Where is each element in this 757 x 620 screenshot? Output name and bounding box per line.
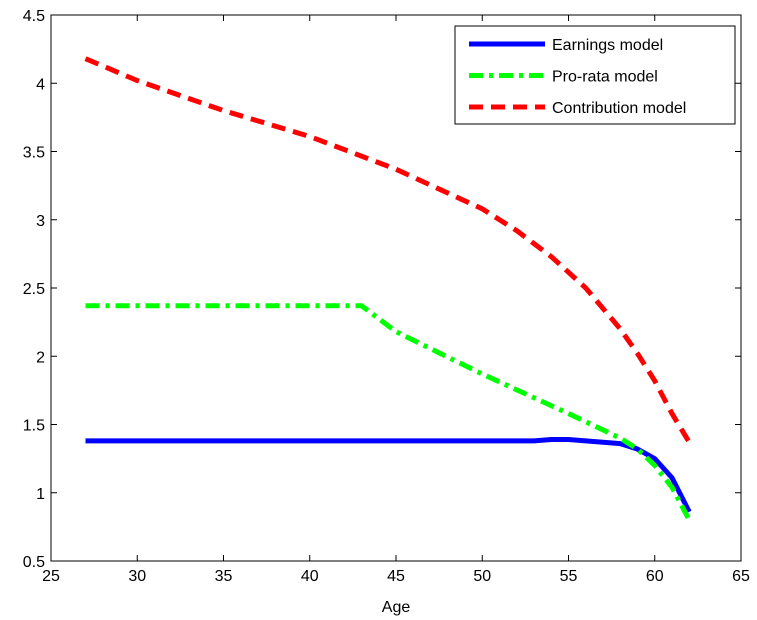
legend-label-1: Pro-rata model — [552, 69, 658, 86]
x-tick-label: 35 — [215, 568, 233, 585]
legend-label-2: Contribution model — [552, 100, 686, 117]
legend-label-0: Earnings model — [552, 37, 663, 54]
series-line-0 — [85, 437, 692, 513]
series-line-1 — [85, 303, 692, 522]
x-tick-label: 45 — [387, 568, 405, 585]
series-line-2 — [84, 56, 692, 444]
y-tick-label: 3 — [36, 213, 45, 230]
x-tick-label: 40 — [301, 568, 319, 585]
y-tick-label: 1.5 — [23, 418, 45, 435]
y-tick-label: 1 — [36, 486, 45, 503]
y-tick-label: 0.5 — [23, 554, 45, 571]
x-tick-label: 60 — [646, 568, 664, 585]
y-tick-label: 2.5 — [23, 281, 45, 298]
axis-ticks: 25 30 35 40 45 50 55 60 65 0.5 1 1.5 2 2.5 3 3.5 4 4.5 — [23, 8, 750, 585]
y-tick-label: 4 — [36, 76, 45, 93]
y-tick-label: 4.5 — [23, 8, 45, 25]
y-tick-label: 2 — [36, 349, 45, 366]
x-tick-label: 50 — [473, 568, 491, 585]
series-layer — [84, 56, 692, 522]
x-axis-label: Age — [382, 599, 411, 616]
x-tick-label: 55 — [560, 568, 578, 585]
x-tick-label: 30 — [128, 568, 146, 585]
x-tick-label: 65 — [732, 568, 750, 585]
legend: Earnings model Pro-rata model Contribution… — [454, 25, 736, 125]
y-tick-label: 3.5 — [23, 145, 45, 162]
x-tick-label: 25 — [42, 568, 60, 585]
